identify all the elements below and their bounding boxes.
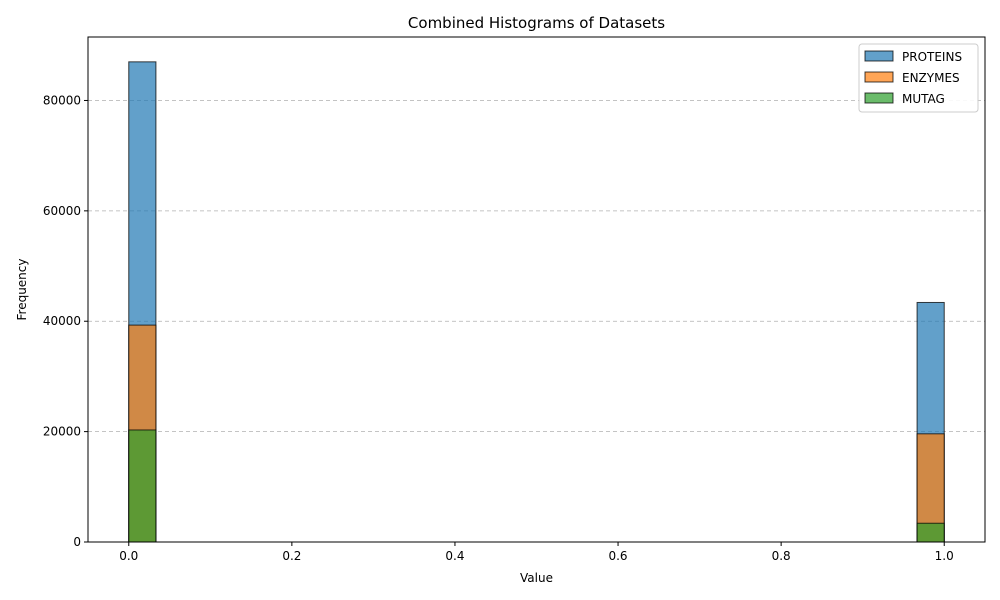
x-tick-label: 0.4	[445, 549, 464, 563]
legend-swatch-mutag	[864, 92, 894, 104]
x-tick-label: 0.2	[282, 549, 301, 563]
legend-swatch-proteins	[864, 50, 894, 62]
chart-title: Combined Histograms of Datasets	[408, 14, 665, 32]
y-tick-label: 0	[73, 535, 81, 549]
y-axis-ticks: 0 20000 40000 60000 80000	[43, 93, 88, 549]
x-axis-ticks: 0.0 0.2 0.4 0.6 0.8 1.0	[119, 542, 954, 563]
y-tick-label: 80000	[43, 93, 81, 107]
x-tick-label: 0.6	[608, 549, 627, 563]
bar-mutag-0	[128, 429, 157, 543]
plot-frame	[87, 36, 986, 543]
x-tick-label: 1.0	[935, 549, 954, 563]
y-tick-label: 20000	[43, 425, 81, 439]
x-tick-label: 0.8	[772, 549, 791, 563]
y-tick-label: 40000	[43, 314, 81, 328]
bar-mutag-1	[916, 522, 945, 543]
x-tick-label: 0.0	[119, 549, 138, 563]
grid-lines	[88, 100, 985, 433]
legend-swatch-enzymes	[864, 71, 894, 83]
legend-label-mutag: MUTAG	[902, 92, 945, 106]
legend-label-proteins: PROTEINS	[902, 50, 962, 64]
y-tick-label: 60000	[43, 204, 81, 218]
legend-label-enzymes: ENZYMES	[902, 71, 960, 85]
legend: PROTEINS ENZYMES MUTAG	[858, 43, 979, 113]
y-axis-label: Frequency	[15, 259, 29, 321]
x-axis-label: Value	[520, 571, 553, 585]
